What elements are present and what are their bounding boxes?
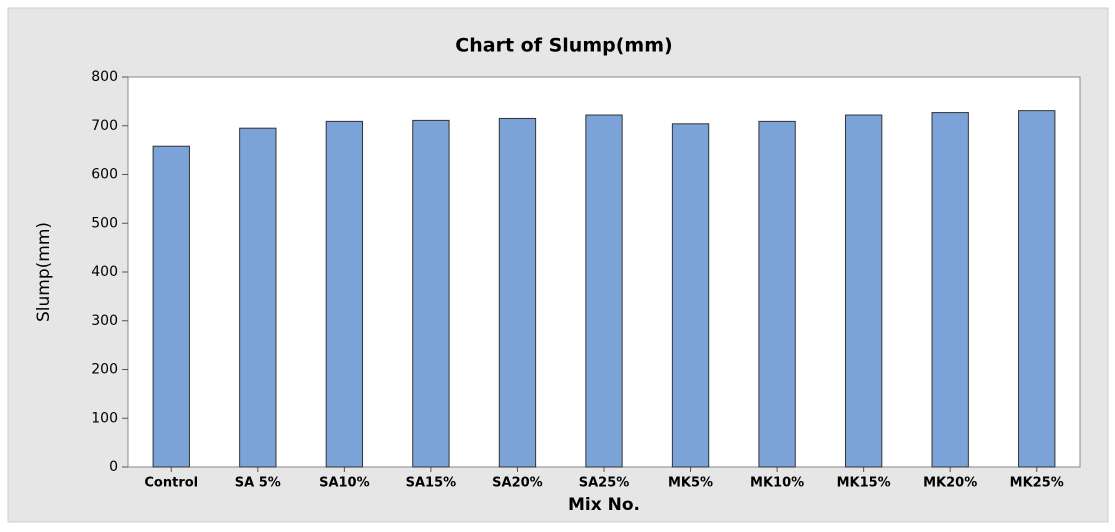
x-tick-label: SA25%: [579, 476, 630, 491]
bar: [325, 120, 364, 468]
x-tick-label: MK5%: [668, 476, 713, 491]
x-tick-label: Control: [144, 476, 198, 491]
bar: [498, 117, 537, 468]
y-tick-label: 200: [91, 362, 118, 378]
y-tick-label: 500: [91, 215, 118, 231]
x-tick-label: MK20%: [923, 476, 977, 491]
bar: [152, 145, 190, 468]
bar: [931, 112, 969, 468]
y-tick-label: 100: [91, 410, 118, 426]
bar: [671, 123, 710, 468]
bar: [239, 127, 277, 468]
x-tick-label: SA15%: [406, 476, 457, 491]
bar: [585, 114, 623, 468]
x-tick-label: MK15%: [837, 476, 891, 491]
y-tick-label: 700: [91, 118, 118, 134]
y-tick-label: 400: [91, 264, 118, 280]
x-tick-label: SA 5%: [235, 476, 281, 491]
bar: [412, 119, 450, 468]
y-tick-label: 800: [91, 69, 118, 85]
x-tick-label: SA20%: [492, 476, 543, 491]
y-axis-label: Slump(mm): [34, 222, 54, 322]
y-tick-label: 600: [91, 167, 118, 183]
x-tick-label: MK25%: [1010, 476, 1064, 491]
y-tick-label: 0: [109, 459, 118, 475]
y-tick-label: 300: [91, 313, 118, 329]
bar: [758, 120, 796, 468]
x-tick-label: SA10%: [319, 476, 370, 491]
bar: [1018, 110, 1056, 468]
bar: [844, 114, 883, 468]
x-axis-label: Mix No.: [568, 495, 640, 515]
x-tick-label: MK10%: [750, 476, 804, 491]
chart-title: Chart of Slump(mm): [455, 35, 672, 57]
